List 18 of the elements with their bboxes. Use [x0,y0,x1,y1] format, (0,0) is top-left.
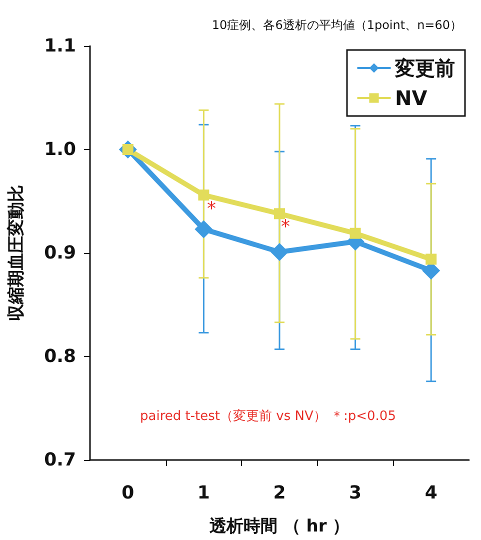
annotation: * [207,198,216,220]
x-axis-title: 透析時間 （ hr ） [208,516,350,536]
x-tick-label: 0 [122,482,134,504]
y-tick-label: 1.0 [44,139,76,160]
x-tick-label: 1 [197,482,210,504]
y-tick-label: 0.8 [44,346,76,367]
legend-label: 変更前 [394,56,455,80]
y-tick-label: 0.7 [44,450,76,470]
x-tick-label: 3 [349,482,362,504]
x-tick-label: 2 [273,482,286,504]
y-tick-label: 0.9 [44,242,76,264]
x-tick-label: 4 [424,482,438,504]
annotation: paired t-test（変更前 vs NV） ＊:p<0.05 [140,408,396,424]
chart-title: 10症例、各6透析の平均値（1point、n=60） [212,18,462,32]
legend-label: NV [395,86,428,110]
y-tick-label: 1.1 [44,36,76,56]
annotation: * [281,216,290,238]
y-axis-title: 収縮期血圧変動比 [6,185,26,321]
